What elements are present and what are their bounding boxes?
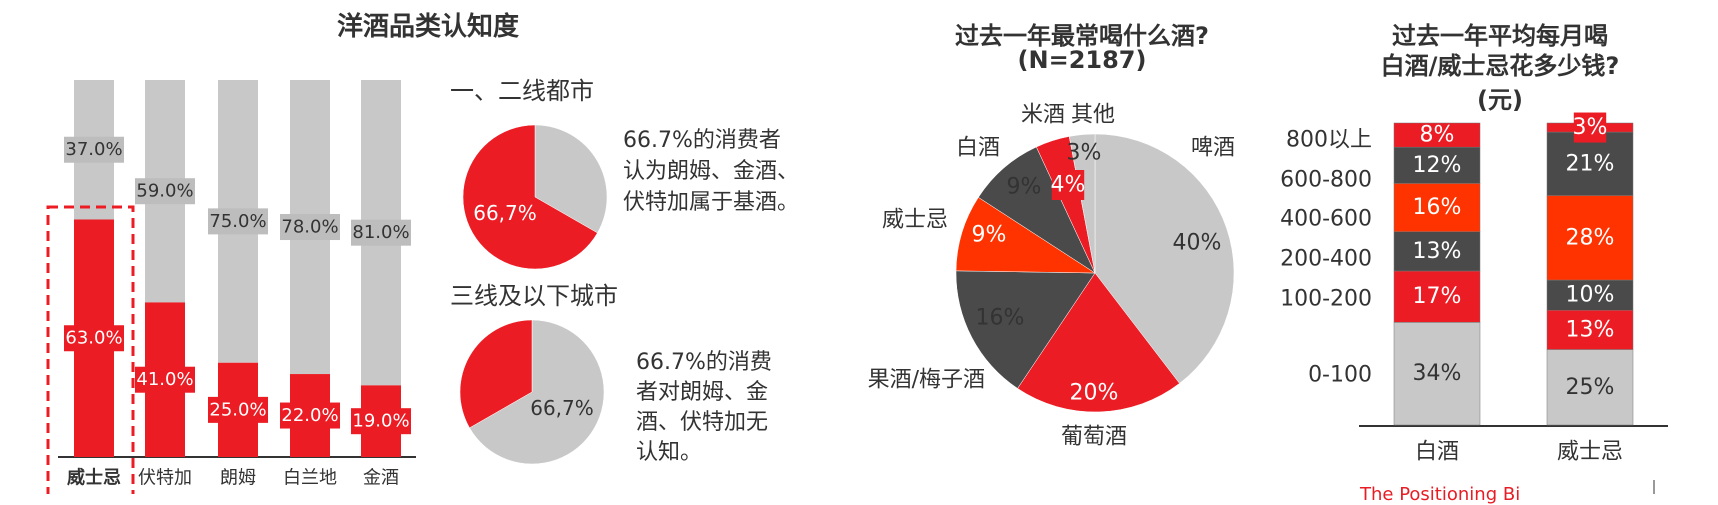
stacked-segment xyxy=(1546,349,1634,426)
drink-pie-name-label: 白酒 xyxy=(956,136,1000,161)
segment-label: 12% xyxy=(1413,153,1462,178)
pie2-label: 66,7% xyxy=(530,396,594,420)
bar-label-unaware-bg xyxy=(351,219,411,246)
pie2-heading: 三线及以下城市 xyxy=(450,282,618,310)
pie1-heading: 一、二线都市 xyxy=(450,77,594,105)
bar-label-unaware: 78.0% xyxy=(281,217,338,238)
range-label: 800以上 xyxy=(1286,128,1372,153)
pie1-note-line: 认为朗姆、金酒、 xyxy=(623,159,800,184)
range-label: 400-600 xyxy=(1280,207,1372,232)
category-label: 伏特加 xyxy=(138,468,192,489)
bar-label-aware-bg xyxy=(280,402,340,429)
drink-pie-name-label: 啤酒 xyxy=(1191,136,1235,161)
pie2-note-line: 者对朗姆、金 xyxy=(636,380,769,405)
range-label: 200-400 xyxy=(1280,247,1372,272)
bar-label-aware-bg xyxy=(208,396,268,423)
stacked-segment xyxy=(1393,322,1481,426)
category-label: 朗姆 xyxy=(220,468,256,489)
segment-label: 3% xyxy=(1573,115,1608,140)
bar-label-unaware: 81.0% xyxy=(352,222,409,243)
spend-chart-title-line: (元) xyxy=(1477,86,1523,114)
segment-label: 16% xyxy=(1413,195,1462,220)
category-label: 威士忌 xyxy=(67,467,121,489)
bar-label-unaware-bg xyxy=(208,208,268,235)
drink-pie-slice xyxy=(1068,133,1096,274)
pie1-note-line: 66.7%的消费者 xyxy=(623,128,781,153)
drink-pie-title: 过去一年最常喝什么酒? xyxy=(955,22,1209,50)
bar-label-unaware: 37.0% xyxy=(65,139,122,160)
pie1-slice xyxy=(534,124,608,234)
drink-pie-name-label: 葡萄酒 xyxy=(1061,425,1127,450)
bar-label-aware: 41.0% xyxy=(136,369,193,390)
drink-pie-pct-label-bg xyxy=(1051,170,1085,200)
pie1-note-line: 伏特加属于基酒。 xyxy=(623,190,800,215)
drink-pie-slice xyxy=(955,270,1096,389)
drink-pie-pct-label: 3% xyxy=(1067,141,1102,166)
drink-pie-name-label: 果酒/梅子酒 xyxy=(868,368,985,393)
segment-label: 13% xyxy=(1413,239,1462,264)
footer-divider xyxy=(1653,480,1655,494)
bar-label-unaware-bg xyxy=(280,214,340,241)
drink-pie-pct-label: 4% xyxy=(1051,173,1086,198)
drink-pie-name-label: 威士忌 xyxy=(882,208,948,233)
stacked-segment xyxy=(1393,183,1481,232)
pie2-slice xyxy=(459,319,533,429)
segment-label: 8% xyxy=(1420,123,1455,148)
drink-pie-pct-label: 9% xyxy=(972,223,1007,248)
stacked-segment xyxy=(1546,131,1634,196)
bar-label-unaware: 59.0% xyxy=(136,181,193,202)
bar-label-aware-bg xyxy=(135,366,195,393)
stacked-segment xyxy=(1393,146,1481,184)
bar-label-aware: 22.0% xyxy=(281,405,338,426)
drink-pie-pct-label: 40% xyxy=(1173,231,1222,256)
charts-canvas: 37.0% 63.0% 威士忌 59.0% 41.0% 伏特加 75.0% 25.0% 朗姆 78… xyxy=(46,80,1668,494)
stacked-segment xyxy=(1393,270,1481,323)
drink-pie-pct-label: 16% xyxy=(976,306,1025,331)
category-label: 白兰地 xyxy=(283,468,337,489)
spend-chart-title-line: 白酒/威士忌花多少钱? xyxy=(1380,52,1620,80)
segment-label: 25% xyxy=(1566,375,1615,400)
drink-pie-pct-label: 20% xyxy=(1070,381,1119,406)
pie1-slice xyxy=(462,124,598,270)
segment-label: 28% xyxy=(1566,225,1615,250)
drink-pie-name-label: 其他 xyxy=(1071,103,1115,128)
stacked-segment xyxy=(1393,122,1481,148)
stacked-segment xyxy=(1546,309,1634,350)
category-label: 白酒 xyxy=(1415,440,1459,465)
drink-pie-subtitle: (N=2187) xyxy=(1017,46,1147,74)
drink-pie-name-label: 米酒 xyxy=(1021,103,1065,128)
segment-label: 17% xyxy=(1413,284,1462,309)
drink-pie-slice xyxy=(1017,272,1180,413)
drink-pie-slice xyxy=(1094,133,1235,384)
segment-label: 34% xyxy=(1413,361,1462,386)
bar-label-unaware: 75.0% xyxy=(209,211,266,232)
bar-label-unaware-bg xyxy=(64,136,124,163)
bar-label-aware-bg xyxy=(351,408,411,435)
pie2-note-line: 认知。 xyxy=(636,440,703,465)
category-label: 威士忌 xyxy=(1557,440,1623,465)
pie2-slice xyxy=(469,319,605,465)
range-label: 600-800 xyxy=(1280,168,1372,193)
bar-label-unaware-bg xyxy=(135,178,195,205)
category-label: 金酒 xyxy=(363,468,399,489)
awareness-chart-title: 洋酒品类认知度 xyxy=(336,12,519,42)
stacked-segment xyxy=(1393,231,1481,272)
footer-source-text: The Positioning Bi xyxy=(1360,484,1521,505)
segment-label: 21% xyxy=(1566,151,1615,176)
range-label: 0-100 xyxy=(1308,363,1372,388)
segment-label: 10% xyxy=(1566,283,1615,308)
bar-label-aware-bg xyxy=(64,325,124,352)
pie2-note-line: 酒、伏特加无 xyxy=(636,410,769,435)
segment-label-bg xyxy=(1573,112,1607,143)
pie1-label: 66,7% xyxy=(473,201,537,225)
pie2-note-line: 66.7%的消费 xyxy=(636,350,772,375)
bar-label-aware: 63.0% xyxy=(65,328,122,349)
segment-label: 13% xyxy=(1566,317,1615,342)
bar-label-aware: 25.0% xyxy=(209,399,266,420)
stacked-segment xyxy=(1546,195,1634,281)
spend-chart-title-line: 过去一年平均每月喝 xyxy=(1392,22,1608,50)
bar-label-aware: 19.0% xyxy=(352,411,409,432)
range-label: 100-200 xyxy=(1280,287,1372,312)
drink-pie-pct-label: 9% xyxy=(1007,175,1042,200)
